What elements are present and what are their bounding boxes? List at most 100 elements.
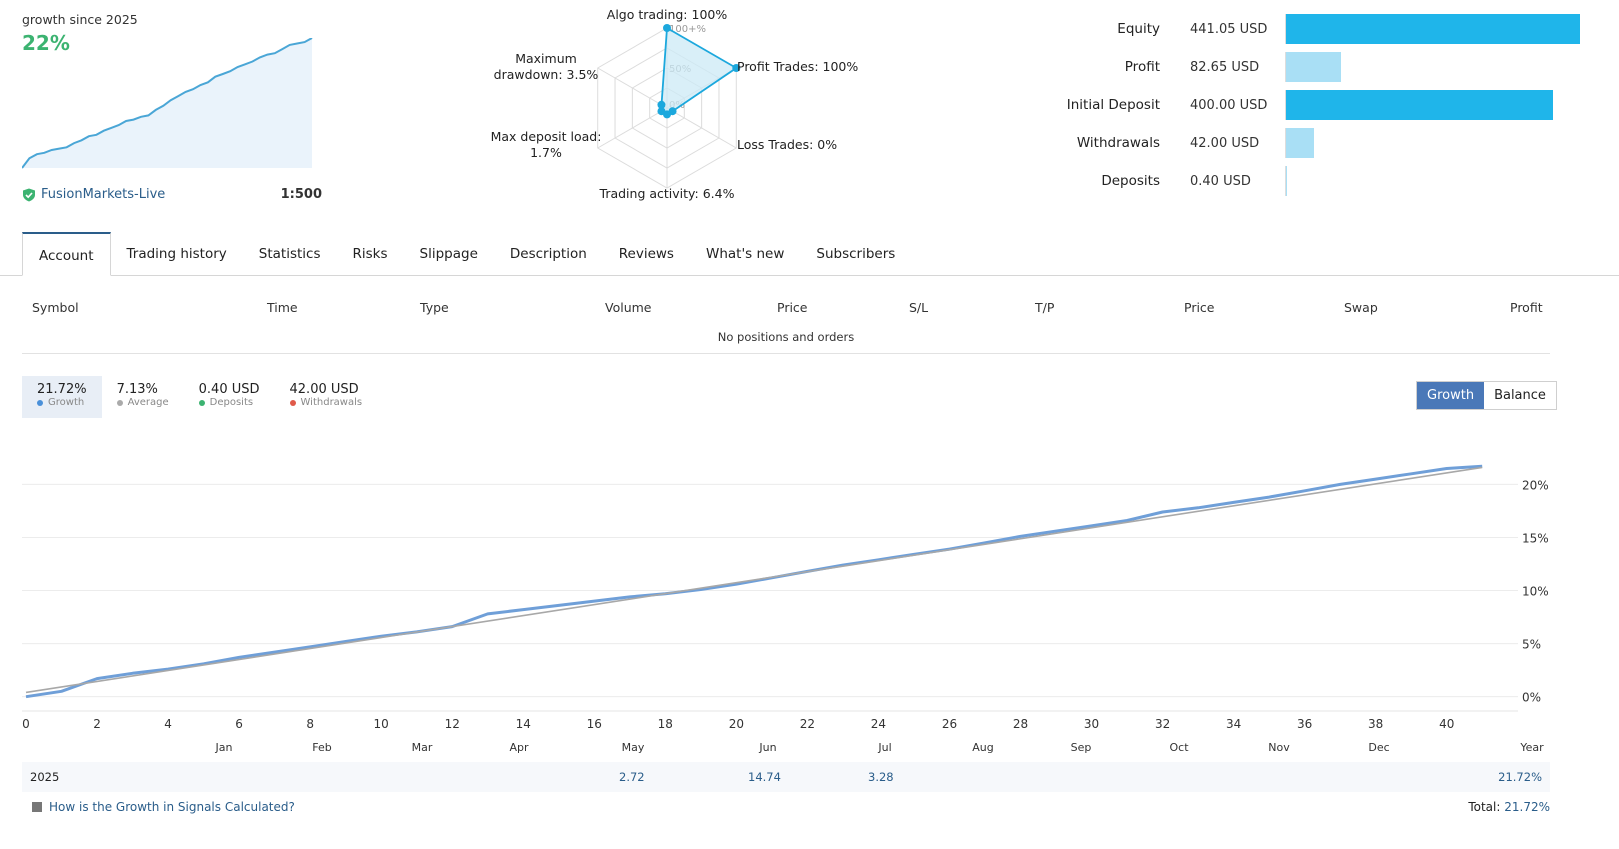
summary-label: Initial Deposit	[1066, 97, 1160, 113]
month-label: Aug	[972, 741, 993, 754]
tab-bar: Account Trading history Statistics Risks Sli…	[22, 232, 911, 276]
total-label: Total:	[1468, 800, 1501, 814]
legend-dot-icon	[289, 399, 296, 406]
x-tick-label: 20	[729, 717, 744, 731]
month-label: Dec	[1368, 741, 1389, 754]
column-header[interactable]: Type	[420, 300, 449, 315]
radar-point	[657, 100, 666, 109]
tab-reviews[interactable]: Reviews	[618, 246, 674, 262]
column-header[interactable]: Price	[777, 300, 808, 315]
month-label: Jan	[215, 741, 233, 754]
stat-value: 21.72%	[37, 382, 87, 397]
month-label: May	[622, 741, 645, 754]
x-tick-label: 8	[306, 717, 314, 731]
x-tick-label: 30	[1084, 717, 1099, 731]
tab-subscribers[interactable]: Subscribers	[816, 246, 896, 262]
column-header[interactable]: Volume	[605, 300, 652, 315]
summary-value: 42.00 USD	[1190, 135, 1260, 151]
yearly-growth-row: 2025 2.72 14.74 3.28 21.72%	[22, 762, 1550, 792]
total-value: 21.72%	[1504, 800, 1550, 814]
radar-axis-label: Max deposit load:	[491, 129, 602, 144]
summary-value: 82.65 USD	[1190, 59, 1260, 75]
summary-bar-track	[1285, 90, 1595, 120]
summary-label: Profit	[1124, 59, 1160, 75]
summary-bar	[1286, 90, 1553, 120]
growth-series-line	[25, 464, 1483, 699]
radar-axis-label: Trading activity: 6.4%	[599, 186, 735, 201]
tab-statistics[interactable]: Statistics	[258, 246, 321, 262]
verified-shield-icon	[23, 188, 35, 201]
column-header[interactable]: Profit	[1510, 300, 1543, 315]
x-tick-label: 40	[1439, 717, 1454, 731]
chart-stats: 21.72% Growth 7.13% Average 0.40 USD Deposits…	[22, 376, 377, 418]
x-tick-label: 6	[235, 717, 243, 731]
x-tick-label: 18	[658, 717, 673, 731]
stat-deposits[interactable]: 0.40 USD Deposits	[184, 376, 275, 418]
year-label: 2025	[30, 770, 60, 784]
growth-button[interactable]: Growth	[1417, 382, 1485, 409]
radar-axis-label: Algo trading: 100%	[607, 7, 728, 22]
radar-axis-label: 1.7%	[530, 145, 562, 160]
stat-value: 7.13%	[116, 382, 158, 397]
tab-slippage[interactable]: Slippage	[419, 246, 478, 262]
x-tick-label: 38	[1368, 717, 1383, 731]
no-positions-message: No positions and orders	[717, 330, 855, 344]
column-header[interactable]: Time	[267, 300, 298, 315]
column-header[interactable]: Swap	[1344, 300, 1378, 315]
tab-trading-history[interactable]: Trading history	[126, 246, 227, 262]
chart-footer: How is the Growth in Signals Calculated?…	[32, 800, 1550, 814]
column-header[interactable]: Price	[1184, 300, 1215, 315]
month-value-jun: 14.74	[748, 770, 781, 784]
stat-growth[interactable]: 21.72% Growth	[22, 376, 102, 418]
growth-chart: 0 2 4 6 8 10 12 14 16 18 20 22 24 26 28 30 32 34 36 38 40 Ja…	[22, 464, 1549, 754]
tab-what-s-new[interactable]: What's new	[705, 246, 785, 262]
month-label: Jun	[758, 741, 776, 754]
chart-mode-toggle: Growth Balance	[1416, 381, 1557, 410]
x-tick-label: 4	[164, 717, 172, 731]
tab-risks[interactable]: Risks	[352, 246, 388, 262]
x-tick-label: 32	[1155, 717, 1170, 731]
radar-spoke	[597, 67, 668, 109]
tab-description[interactable]: Description	[509, 246, 587, 262]
summary-row: Profit 82.65 USD	[1030, 48, 1610, 86]
stat-label-row: Deposits	[198, 397, 260, 408]
radar-axis-label: Maximum	[515, 51, 577, 66]
month-label: Year	[1519, 741, 1544, 754]
radar-axis-label: Profit Trades: 100%	[737, 59, 858, 74]
summary-label: Withdrawals	[1076, 135, 1160, 151]
stat-average[interactable]: 7.13% Average	[102, 376, 184, 418]
tab-account[interactable]: Account	[22, 232, 111, 276]
radar-tick-label: 100+%	[669, 24, 706, 35]
stat-withdrawals[interactable]: 42.00 USD Withdrawals	[275, 376, 378, 418]
month-value-may: 2.72	[619, 770, 645, 784]
x-tick-label: 22	[800, 717, 815, 731]
column-header[interactable]: Symbol	[32, 300, 79, 315]
summary-row: Deposits 0.40 USD	[1030, 162, 1610, 200]
summary-bar-track	[1285, 14, 1595, 44]
month-label: Nov	[1268, 741, 1290, 754]
x-tick-label: 16	[587, 717, 602, 731]
x-tick-label: 24	[871, 717, 886, 731]
summary-row: Equity 441.05 USD	[1030, 10, 1610, 48]
radar-point	[663, 24, 671, 32]
month-label: Mar	[412, 741, 433, 754]
summary-bar-track	[1285, 128, 1595, 158]
balance-button[interactable]: Balance	[1484, 382, 1556, 409]
month-value-jul: 3.28	[868, 770, 894, 784]
year-total-value: 21.72%	[1498, 770, 1542, 784]
column-header[interactable]: T/P	[1035, 300, 1055, 315]
x-tick-label: 0	[22, 717, 30, 731]
growth-sparkline	[22, 38, 313, 169]
growth-help-text: How is the Growth in Signals Calculated?	[49, 800, 295, 814]
server-link[interactable]: FusionMarkets-Live	[41, 187, 166, 202]
summary-bar-track	[1285, 166, 1595, 196]
legend-dot-icon	[37, 399, 43, 406]
stat-label: Average	[127, 397, 169, 408]
stat-label-row: Growth	[37, 397, 87, 408]
stat-label: Withdrawals	[300, 397, 363, 408]
growth-help-link[interactable]: How is the Growth in Signals Calculated?	[32, 800, 1550, 814]
column-header[interactable]: S/L	[909, 300, 929, 315]
x-tick-label: 26	[942, 717, 957, 731]
radar-point	[657, 107, 666, 116]
stat-value: 0.40 USD	[198, 382, 260, 397]
